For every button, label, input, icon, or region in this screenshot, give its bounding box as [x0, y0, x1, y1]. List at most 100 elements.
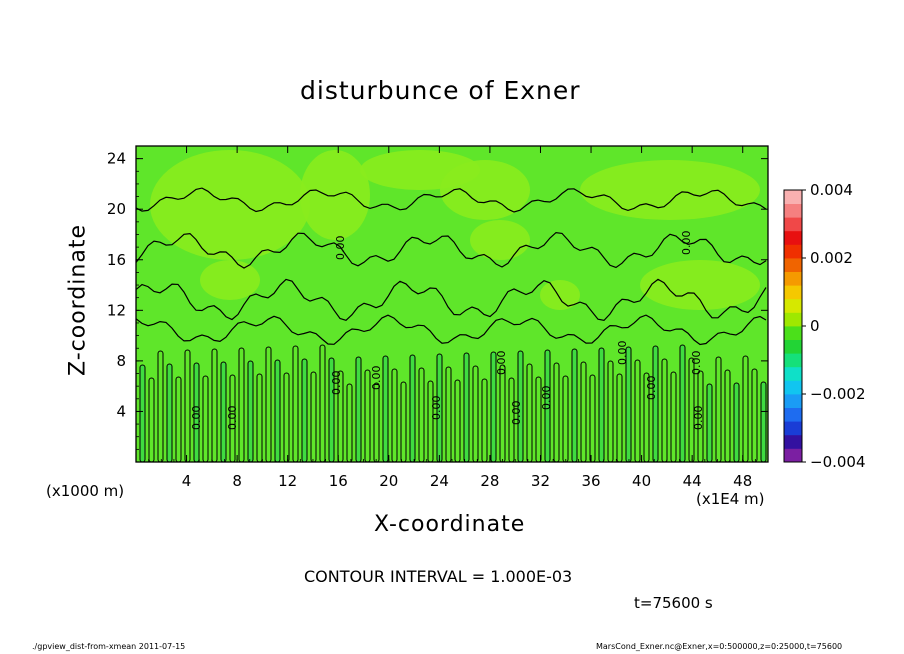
contour-column [373, 382, 380, 462]
contour-column [616, 373, 623, 462]
contour-label: 0.00 [645, 376, 658, 401]
contour-column [580, 361, 587, 462]
contour-line [136, 187, 767, 213]
colorbar: 0.004 0.002 0 −0.002 −0.004 [783, 181, 866, 471]
contour-column [319, 344, 326, 462]
contour-column [760, 381, 767, 462]
contour-column [652, 345, 659, 462]
colorbar-swatch [784, 312, 802, 327]
contour-column [328, 357, 335, 462]
contour-column [562, 375, 569, 462]
contour-column [454, 379, 461, 462]
colorbar-swatch [784, 448, 802, 463]
field-region [150, 150, 310, 260]
y-tick-label: 12 [107, 301, 126, 319]
contour-column [724, 369, 731, 462]
colorbar-tick-label: 0.002 [810, 249, 853, 267]
contour-column [229, 374, 236, 462]
contour-column [418, 367, 425, 462]
contour-column [274, 359, 281, 462]
field-region [440, 160, 530, 220]
contour-column [202, 375, 209, 462]
contour-column [571, 348, 578, 462]
contour-column [706, 383, 713, 462]
colorbar-swatch [784, 298, 802, 313]
colorbar-swatch [784, 244, 802, 259]
contour-label: 0.00 [430, 396, 443, 421]
contour-column [184, 349, 191, 462]
contour-column [310, 371, 317, 462]
contour-column [589, 374, 596, 462]
x-tick-label: 36 [581, 472, 600, 490]
x-tick-label: 4 [182, 472, 192, 490]
x-tick-label: 8 [232, 472, 242, 490]
contour-column [166, 363, 173, 462]
contour-column [175, 376, 182, 462]
x-axis: 4 8 12 16 20 24 28 32 36 40 44 48 [148, 146, 756, 490]
contour-column [220, 361, 227, 462]
colorbar-tick-label: 0 [810, 317, 820, 335]
x-axis-label: X-coordinate [374, 512, 526, 537]
contour-column [355, 356, 362, 462]
contour-column [607, 360, 614, 462]
contour-column [688, 357, 695, 462]
colorbar-swatch [784, 394, 802, 408]
time-label: t=75600 s [634, 594, 713, 612]
contour-column [490, 351, 497, 462]
contour-column [283, 372, 290, 462]
x-tick-label: 24 [430, 472, 449, 490]
colorbar-swatch [784, 326, 802, 340]
y-tick-label: 4 [116, 402, 126, 420]
contour-column [445, 366, 452, 462]
contour-column [463, 352, 470, 462]
y-axis: 4 8 12 16 20 24 [107, 150, 768, 450]
contour-column [400, 381, 407, 462]
contour-column [139, 364, 146, 462]
colorbar-swatch [784, 203, 802, 218]
contour-column [715, 356, 722, 462]
contour-column [697, 370, 704, 462]
y-tick-label: 8 [116, 352, 126, 370]
chart-title: disturbunce of Exner [300, 76, 581, 105]
contour-column [661, 358, 668, 462]
colorbar-swatch [784, 285, 802, 300]
colorbar-tick-label: 0.004 [810, 181, 853, 199]
contour-column [643, 372, 650, 462]
x-tick-label: 16 [329, 472, 348, 490]
contour-label: 0.00 [226, 406, 239, 431]
colorbar-tick-label: −0.004 [810, 453, 866, 471]
contour-column [535, 376, 542, 462]
contour-column [238, 347, 245, 462]
colorbar-swatch [784, 421, 802, 436]
contour-column [382, 355, 389, 462]
x-tick-label: 48 [733, 472, 752, 490]
contour-label: 0.00 [330, 371, 343, 396]
x-tick-label: 12 [278, 472, 297, 490]
y-tick-label: 24 [107, 150, 126, 168]
contour-column [265, 346, 272, 462]
contour-column [553, 362, 560, 462]
colorbar-swatch [784, 217, 802, 232]
contour-column [634, 359, 641, 462]
contour-line [136, 278, 767, 322]
contour-column [157, 350, 164, 462]
x-tick-label: 32 [531, 472, 550, 490]
contour-label: 0.00 [370, 366, 383, 391]
contour-column [301, 358, 308, 462]
colorbar-swatch [784, 434, 802, 449]
colorbar-swatch [784, 190, 802, 204]
footer-right: MarsCond_Exner.nc@Exner,x=0:500000,z=0:2… [596, 642, 843, 651]
colorbar-swatch [784, 407, 802, 422]
field-region [580, 160, 760, 220]
y-tick-label: 16 [107, 251, 126, 269]
contour-label: 0.00 [495, 351, 508, 376]
colorbar-tick-label: −0.002 [810, 385, 866, 403]
x-tick-label: 28 [480, 472, 499, 490]
contour-column [148, 377, 155, 462]
field-region [200, 260, 260, 300]
contour-label: 0.00 [690, 351, 703, 376]
contour-label: 0.00 [510, 401, 523, 426]
contour-column [211, 348, 218, 462]
contour-column [247, 360, 254, 462]
